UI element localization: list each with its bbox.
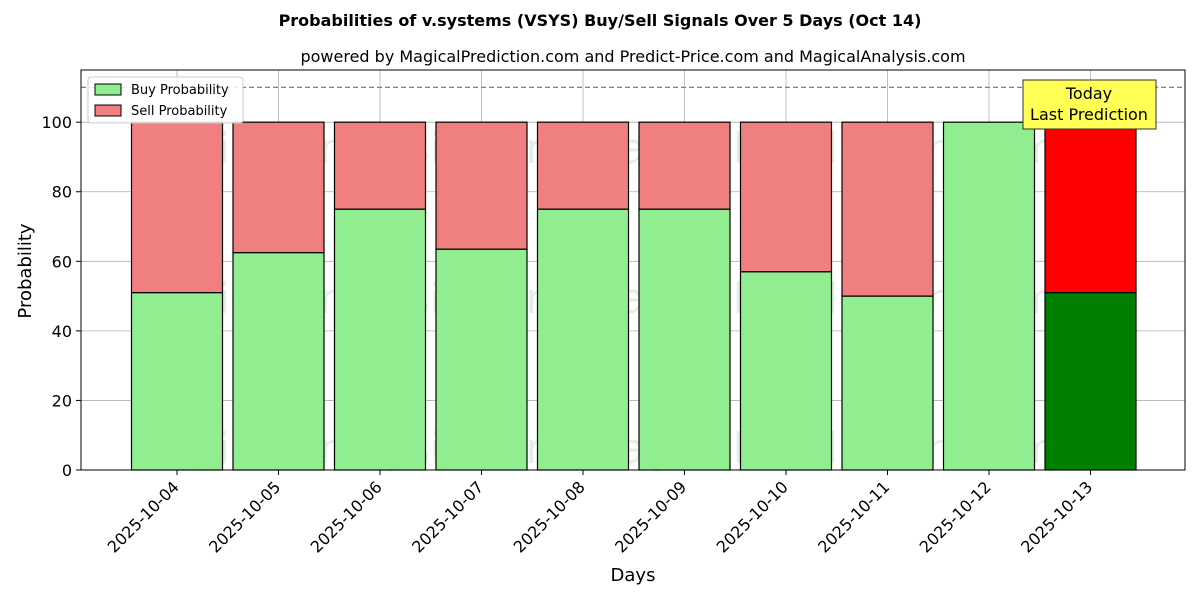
buy-bar [536,208,630,471]
plot-frame [80,69,1186,471]
buy-bar [435,248,528,471]
x-tick-label: 2025-10-11 [814,477,893,556]
buy-bar [638,208,731,471]
x-tick-label: 2025-10-08 [510,477,589,556]
legend: Buy Probability Sell Probability [87,76,244,124]
y-tick-label: 100 [41,113,72,132]
legend-label: Buy Probability [131,83,229,98]
buy-bar [739,271,833,471]
chart-subtitle: powered by MagicalPrediction.com and Pre… [300,47,965,66]
sell-bar [841,121,934,297]
annotation-box [1022,79,1157,130]
sell-bar [435,121,528,250]
x-tick-label: 2025-10-10 [713,477,792,556]
x-tick-label: 2025-10-09 [611,477,690,556]
annotation-text: Last Prediction [1030,105,1148,124]
buy-bar [333,208,427,471]
x-tick-label: 2025-10-12 [916,477,995,556]
bars-layer [130,121,1137,471]
x-tick-label: 2025-10-04 [104,477,183,556]
sell-bar [739,121,833,273]
buy-bar [130,292,224,471]
chart-title: Probabilities of v.systems (VSYS) Buy/Se… [279,11,922,30]
y-tick-label: 40 [52,322,72,341]
y-tick-label: 20 [52,391,72,410]
sell-bar [638,121,731,210]
annotation-text: Today [1065,84,1112,103]
sell-bar [130,121,224,294]
sell-bar [333,121,427,210]
buy-bar [232,252,325,471]
sell-bar [1044,121,1137,294]
x-tick-label: 2025-10-07 [408,477,487,556]
buy-bar [841,295,934,471]
x-tick-label: 2025-10-06 [307,477,386,556]
annotation: Today Last Prediction [1022,79,1157,130]
x-tick-label: 2025-10-05 [205,477,284,556]
sell-bar [536,121,630,210]
x-tick-label: 2025-10-13 [1017,477,1096,556]
buy-bar [1044,292,1137,471]
y-tick-label: 0 [62,461,72,480]
legend-label: Sell Probability [131,104,228,119]
legend-swatch [94,83,122,96]
sell-bar [232,121,325,254]
x-axis-label: Days [611,565,656,586]
legend-box [87,76,244,124]
legend-swatch [94,104,122,117]
y-axis-label: Probability [15,223,36,318]
y-tick-label: 60 [52,252,72,271]
y-tick-label: 80 [52,183,72,202]
buy-bar [942,121,1036,471]
